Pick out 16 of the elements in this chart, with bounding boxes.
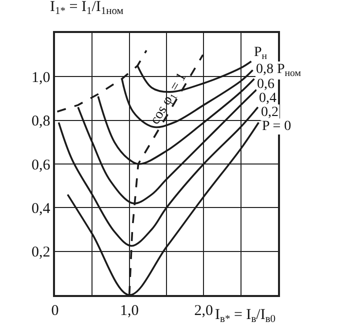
- series-label: 0,4: [259, 91, 276, 106]
- y-tick-label: 0,4: [32, 200, 51, 217]
- y-tick-label: 0,6: [32, 157, 51, 174]
- x-tick-label: 2,0: [194, 302, 214, 319]
- series-label: P$_{н}$: [254, 45, 268, 62]
- series-label: P = 0: [262, 119, 292, 134]
- x-tick-label: 1,0: [120, 302, 139, 319]
- series-label: 0,6: [257, 77, 274, 92]
- x-axis-title: I$_{в*}$ = I$_{в}$/I$_{в0}$: [215, 307, 276, 326]
- x-tick-label: 0: [51, 302, 59, 319]
- y-tick-label: 1,0: [32, 70, 50, 86]
- series-label: 0,8 P$_{ном}$: [256, 62, 301, 79]
- y-axis-title: I$_{1*}$ = I$_{1}$/I$_{1ном}$: [50, 0, 124, 18]
- y-tick-label: 0,8: [32, 114, 50, 130]
- y-tick-label: 0,2: [32, 244, 50, 261]
- series-label: 0,2: [261, 105, 278, 120]
